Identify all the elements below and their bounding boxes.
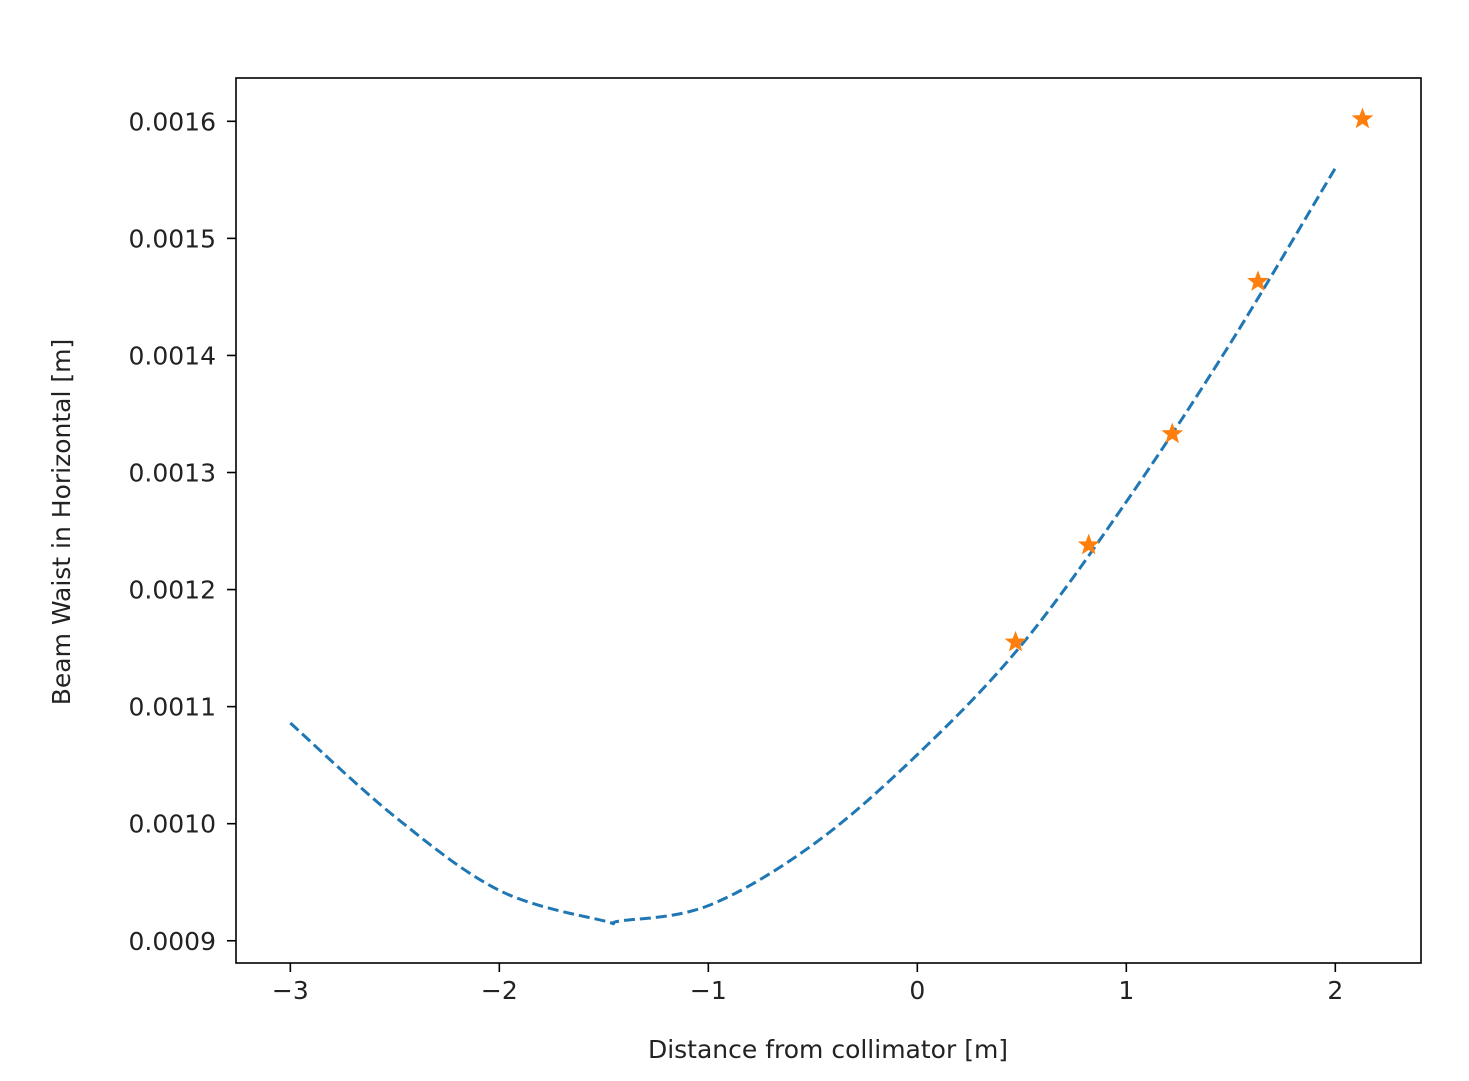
y-axis-label: Beam Waist in Horizontal [m] xyxy=(47,339,76,706)
data-point-star xyxy=(1247,270,1269,291)
y-tick-label: 0.0016 xyxy=(129,107,216,136)
x-tick-label: −1 xyxy=(690,976,727,1005)
data-point-star xyxy=(1077,533,1100,555)
plot-area xyxy=(289,107,1374,926)
data-point-star xyxy=(1351,107,1374,129)
data-point-star xyxy=(1004,630,1027,652)
y-tick-label: 0.0010 xyxy=(129,810,216,839)
x-tick-label: −2 xyxy=(481,976,518,1005)
x-axis-label: Distance from collimator [m] xyxy=(648,1035,1008,1064)
data-point-star xyxy=(1161,422,1184,444)
y-tick-label: 0.0011 xyxy=(129,693,216,722)
x-tick-label: 0 xyxy=(909,976,925,1005)
y-tick-label: 0.0009 xyxy=(129,927,216,956)
x-tick-label: 1 xyxy=(1118,976,1134,1005)
y-tick-label: 0.0013 xyxy=(129,459,216,488)
x-tick-label: −3 xyxy=(272,976,309,1005)
x-tick-label: 2 xyxy=(1327,976,1343,1005)
x-axis: −3 −2 −1 0 1 2 xyxy=(272,963,1343,1005)
plot-frame xyxy=(235,77,1422,964)
y-tick-label: 0.0014 xyxy=(129,341,216,370)
y-tick-label: 0.0015 xyxy=(129,224,216,253)
y-tick-label: 0.0012 xyxy=(129,576,216,605)
y-axis: 0.0009 0.0010 0.0011 0.0012 0.0013 0.0014 0.00… xyxy=(129,107,236,956)
